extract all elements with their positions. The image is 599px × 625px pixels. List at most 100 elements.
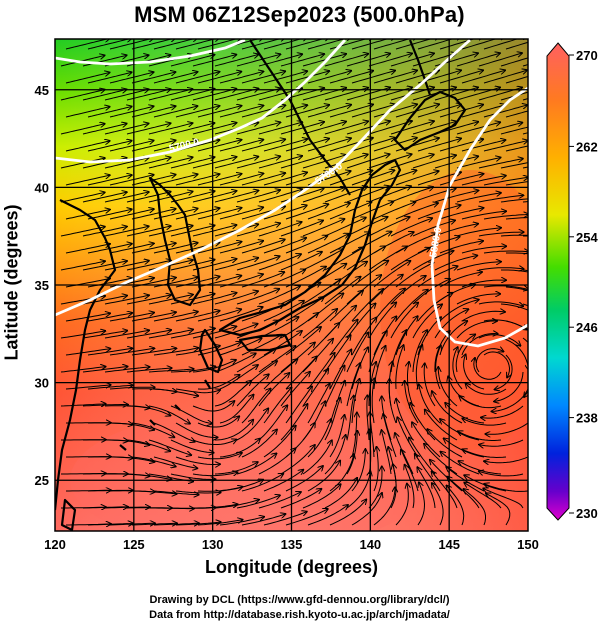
streamline	[60, 227, 105, 237]
streamline	[478, 53, 522, 67]
streamline	[60, 90, 105, 101]
streamline	[192, 440, 236, 445]
streamline	[483, 39, 527, 50]
streamline	[153, 174, 198, 186]
streamline	[368, 247, 407, 271]
streamline	[109, 39, 153, 50]
streamline	[241, 514, 285, 526]
streamline	[258, 286, 300, 305]
streamline	[324, 54, 368, 67]
streamline	[82, 227, 127, 237]
streamline	[263, 238, 306, 254]
streamline	[397, 417, 419, 458]
streamline	[455, 335, 475, 373]
streamline	[492, 388, 528, 411]
streamline	[458, 431, 502, 441]
streamline	[324, 218, 366, 237]
streamline	[214, 354, 256, 373]
streamline	[87, 72, 132, 84]
streamline	[285, 39, 329, 50]
streamline	[109, 175, 154, 186]
streamline	[104, 330, 149, 339]
streamline	[434, 156, 478, 169]
streamline	[302, 440, 332, 475]
streamline	[87, 209, 132, 220]
streamline	[464, 483, 502, 509]
streamline	[302, 369, 328, 407]
streamline	[478, 232, 524, 237]
streamline	[405, 465, 415, 509]
y-axis-label: Latitude (degrees)	[1, 204, 22, 361]
streamline	[236, 256, 280, 271]
streamline	[285, 172, 329, 186]
streamline	[483, 251, 528, 253]
streamline	[329, 320, 358, 356]
streamline	[82, 405, 128, 407]
y-axis-ticks: 25 30 35 40 45	[35, 83, 49, 488]
streamline	[351, 170, 394, 186]
streamline	[412, 220, 455, 237]
streamline	[214, 157, 258, 169]
streamline	[65, 39, 110, 50]
streamline	[329, 105, 373, 118]
lat-lon-grid	[55, 39, 528, 531]
streamline	[456, 228, 501, 237]
streamline	[390, 187, 433, 203]
streamline	[430, 460, 463, 492]
streamline	[219, 207, 263, 220]
streamline	[461, 311, 505, 322]
streamline	[505, 286, 528, 291]
x-tick-label: 135	[281, 537, 303, 552]
streamline	[236, 223, 280, 237]
plot-area: 5700.0 5760.0 5880.0	[55, 39, 528, 531]
streamline	[219, 480, 263, 492]
streamline	[346, 154, 390, 169]
streamline	[329, 138, 373, 152]
streamline	[131, 312, 176, 322]
streamline	[104, 192, 149, 203]
streamline	[87, 523, 133, 525]
streamline	[258, 222, 302, 237]
streamline	[65, 385, 111, 390]
streamline	[104, 124, 149, 135]
streamline	[82, 89, 127, 101]
streamline	[131, 422, 174, 437]
streamline	[373, 71, 417, 84]
streamline	[219, 174, 263, 186]
streamline	[419, 385, 441, 424]
streamline	[434, 224, 478, 237]
streamline	[434, 191, 478, 203]
x-tick-label: 145	[438, 537, 460, 552]
streamline	[109, 209, 154, 220]
streamline	[170, 439, 214, 453]
streamline	[329, 415, 345, 458]
streamline	[219, 439, 260, 458]
streamline	[214, 291, 258, 305]
streamline	[219, 365, 258, 390]
streamline	[439, 208, 483, 220]
streamline	[148, 157, 193, 169]
streamline	[439, 241, 483, 254]
streamline	[459, 396, 502, 409]
coastlines	[55, 39, 467, 531]
streamline	[219, 72, 263, 84]
streamline	[302, 219, 344, 237]
streamline	[214, 381, 251, 407]
streamline	[500, 91, 528, 101]
streamline	[505, 217, 528, 220]
streamline	[131, 140, 176, 152]
streamline	[280, 372, 310, 407]
streamline	[192, 157, 236, 169]
streamline	[214, 89, 258, 101]
credit-drawing: Drawing by DCL (https://www.gfd-dennou.o…	[149, 594, 450, 606]
streamline	[418, 482, 426, 526]
streamline	[219, 338, 262, 356]
streamline	[82, 261, 127, 271]
streamline	[456, 193, 501, 203]
streamline	[500, 162, 528, 169]
colorbar-tick-label: 270	[576, 48, 598, 63]
streamline	[280, 252, 322, 271]
streamline	[153, 106, 197, 118]
plot-frame	[54, 38, 529, 532]
streamline	[302, 309, 337, 339]
